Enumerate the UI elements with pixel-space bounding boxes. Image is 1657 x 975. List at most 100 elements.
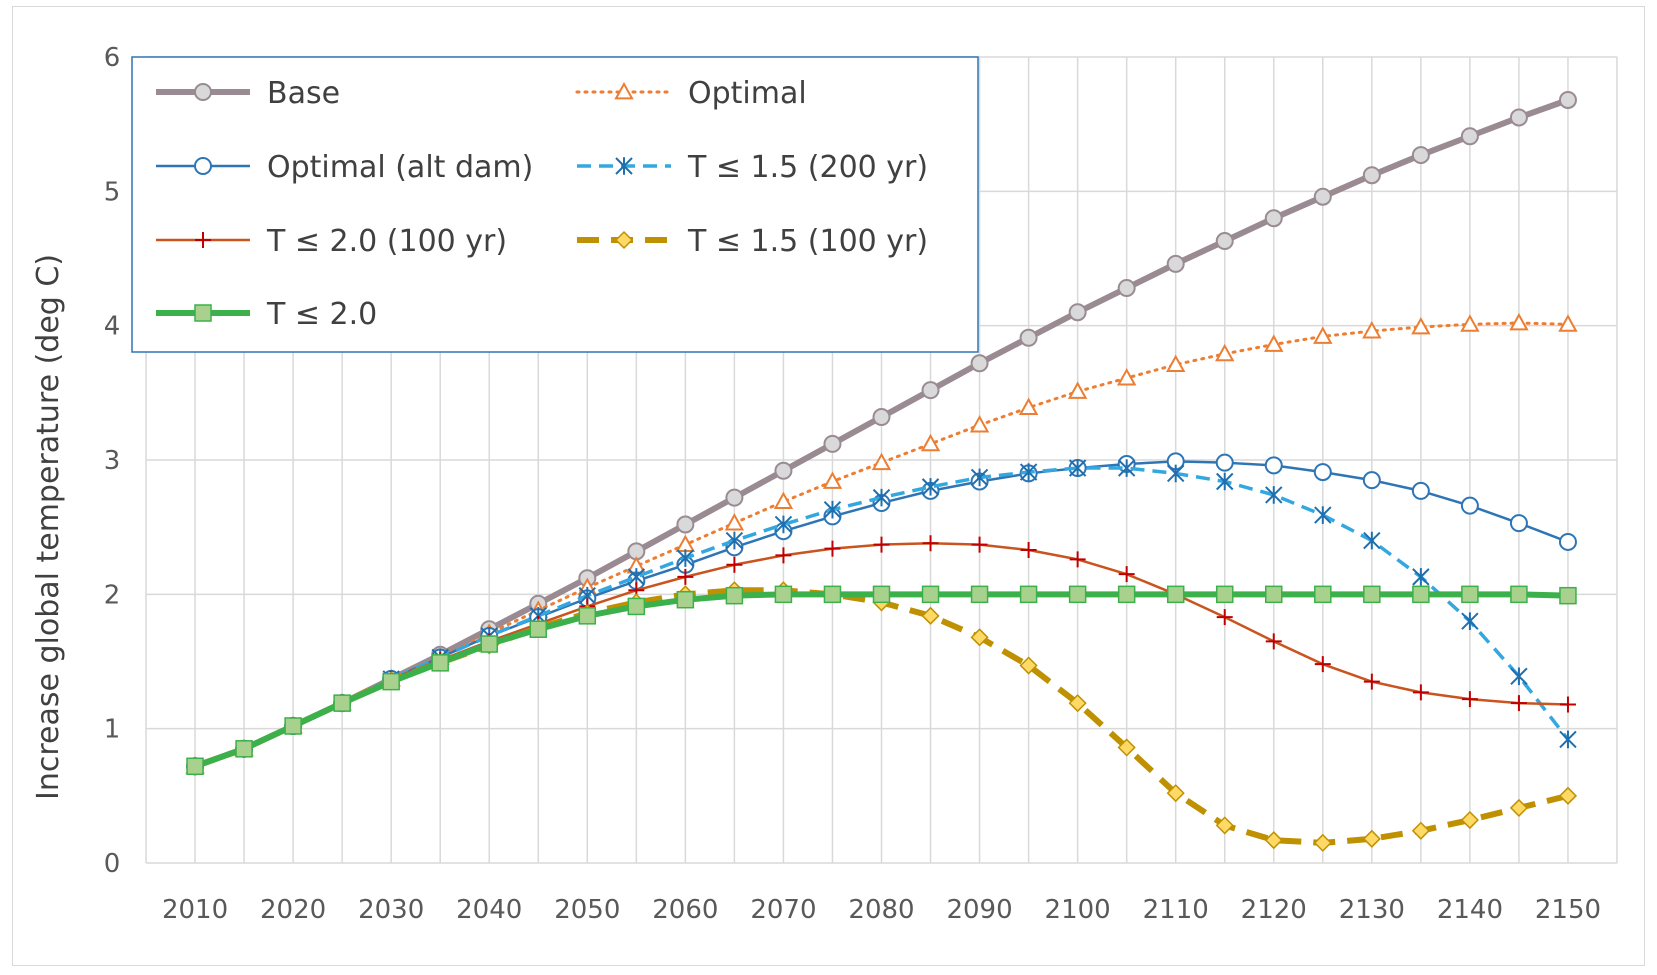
data-point xyxy=(1460,314,1480,332)
x-tick-label: 2080 xyxy=(848,895,914,925)
data-point xyxy=(194,304,212,322)
data-point xyxy=(1068,694,1087,713)
data-point xyxy=(1314,656,1331,673)
data-point xyxy=(822,471,843,489)
data-point xyxy=(969,415,990,433)
data-point xyxy=(194,157,212,175)
data-point xyxy=(1018,397,1039,416)
data-point xyxy=(1264,456,1283,475)
data-point xyxy=(921,381,940,400)
legend-label: Optimal xyxy=(688,76,807,111)
data-point xyxy=(1411,481,1430,500)
data-point xyxy=(333,694,351,712)
y-tick-label: 3 xyxy=(104,446,121,476)
data-point xyxy=(578,607,597,625)
data-point xyxy=(823,585,842,604)
data-point xyxy=(1509,798,1528,817)
data-point xyxy=(1461,612,1479,630)
data-point xyxy=(1362,166,1381,185)
y-tick-label: 4 xyxy=(104,312,121,342)
data-point xyxy=(725,488,744,507)
data-point xyxy=(676,549,695,567)
data-point xyxy=(970,468,989,487)
data-point xyxy=(1314,506,1332,524)
data-point xyxy=(1313,833,1332,852)
data-point xyxy=(1558,532,1577,551)
data-point xyxy=(1460,496,1479,515)
data-point xyxy=(1412,568,1430,586)
data-point xyxy=(1117,585,1136,604)
y-axis-label: Increase global temperature (deg C) xyxy=(31,254,66,800)
data-point xyxy=(971,536,988,553)
data-point xyxy=(431,654,449,672)
data-point xyxy=(871,452,892,471)
legend-label: T ≤ 1.5 (100 yr) xyxy=(687,224,928,259)
data-point xyxy=(1460,810,1479,830)
legend-item: Optimal (alt dam) xyxy=(156,150,533,185)
data-point xyxy=(1510,695,1527,712)
data-point xyxy=(1020,542,1037,559)
data-point xyxy=(775,547,792,564)
data-point xyxy=(1215,585,1234,604)
data-point xyxy=(1412,684,1429,701)
data-point xyxy=(970,354,989,373)
data-point xyxy=(1313,326,1333,344)
data-point xyxy=(1559,730,1577,749)
x-tick-label: 2010 xyxy=(162,895,228,925)
data-point xyxy=(195,232,211,248)
y-tick-label: 1 xyxy=(104,715,121,745)
data-point xyxy=(529,620,548,639)
data-point xyxy=(1265,585,1283,604)
data-point xyxy=(921,606,940,625)
data-point xyxy=(1216,472,1234,491)
data-point xyxy=(1117,459,1136,477)
data-point xyxy=(1019,463,1038,481)
data-point xyxy=(725,531,744,550)
data-point xyxy=(872,408,891,427)
data-point xyxy=(1118,566,1135,583)
legend-item: Optimal xyxy=(575,76,807,111)
data-point xyxy=(1215,232,1234,251)
data-point xyxy=(920,433,941,452)
data-point xyxy=(1068,459,1087,477)
data-series xyxy=(185,90,1578,852)
data-point xyxy=(1313,187,1332,206)
legend-box xyxy=(131,56,979,353)
data-point xyxy=(970,585,989,604)
x-tick-label: 2140 xyxy=(1437,895,1503,925)
x-tick-label: 2040 xyxy=(456,895,522,925)
x-tick-label: 2110 xyxy=(1143,895,1209,925)
data-point xyxy=(824,540,841,557)
data-point xyxy=(1215,343,1235,362)
data-point xyxy=(1313,463,1332,482)
y-tick-label: 6 xyxy=(104,43,121,73)
x-tick-label: 2030 xyxy=(358,895,424,925)
data-point xyxy=(1215,453,1234,472)
data-point xyxy=(774,515,793,534)
data-point xyxy=(1411,821,1430,840)
data-point xyxy=(823,500,842,519)
data-point xyxy=(1068,303,1087,322)
y-tick-label: 0 xyxy=(104,849,121,879)
data-point xyxy=(1558,314,1578,332)
data-point xyxy=(1412,585,1430,604)
data-point xyxy=(1558,786,1578,805)
data-point xyxy=(921,478,940,496)
chart-frame xyxy=(12,6,1645,966)
data-point xyxy=(1362,829,1381,848)
data-point xyxy=(773,491,794,510)
data-point xyxy=(615,157,633,175)
legend-label: Base xyxy=(267,76,340,111)
y-tick-label: 2 xyxy=(104,580,121,610)
legend-label: T ≤ 2.0 (100 yr) xyxy=(266,224,507,259)
data-point xyxy=(1558,90,1577,109)
data-point xyxy=(823,434,842,453)
data-point xyxy=(921,585,940,604)
data-point xyxy=(1215,816,1234,835)
legend-item: Base xyxy=(156,76,340,111)
data-point xyxy=(1559,696,1576,713)
data-point xyxy=(774,461,793,480)
data-point xyxy=(1069,551,1086,568)
data-point xyxy=(1019,585,1038,604)
